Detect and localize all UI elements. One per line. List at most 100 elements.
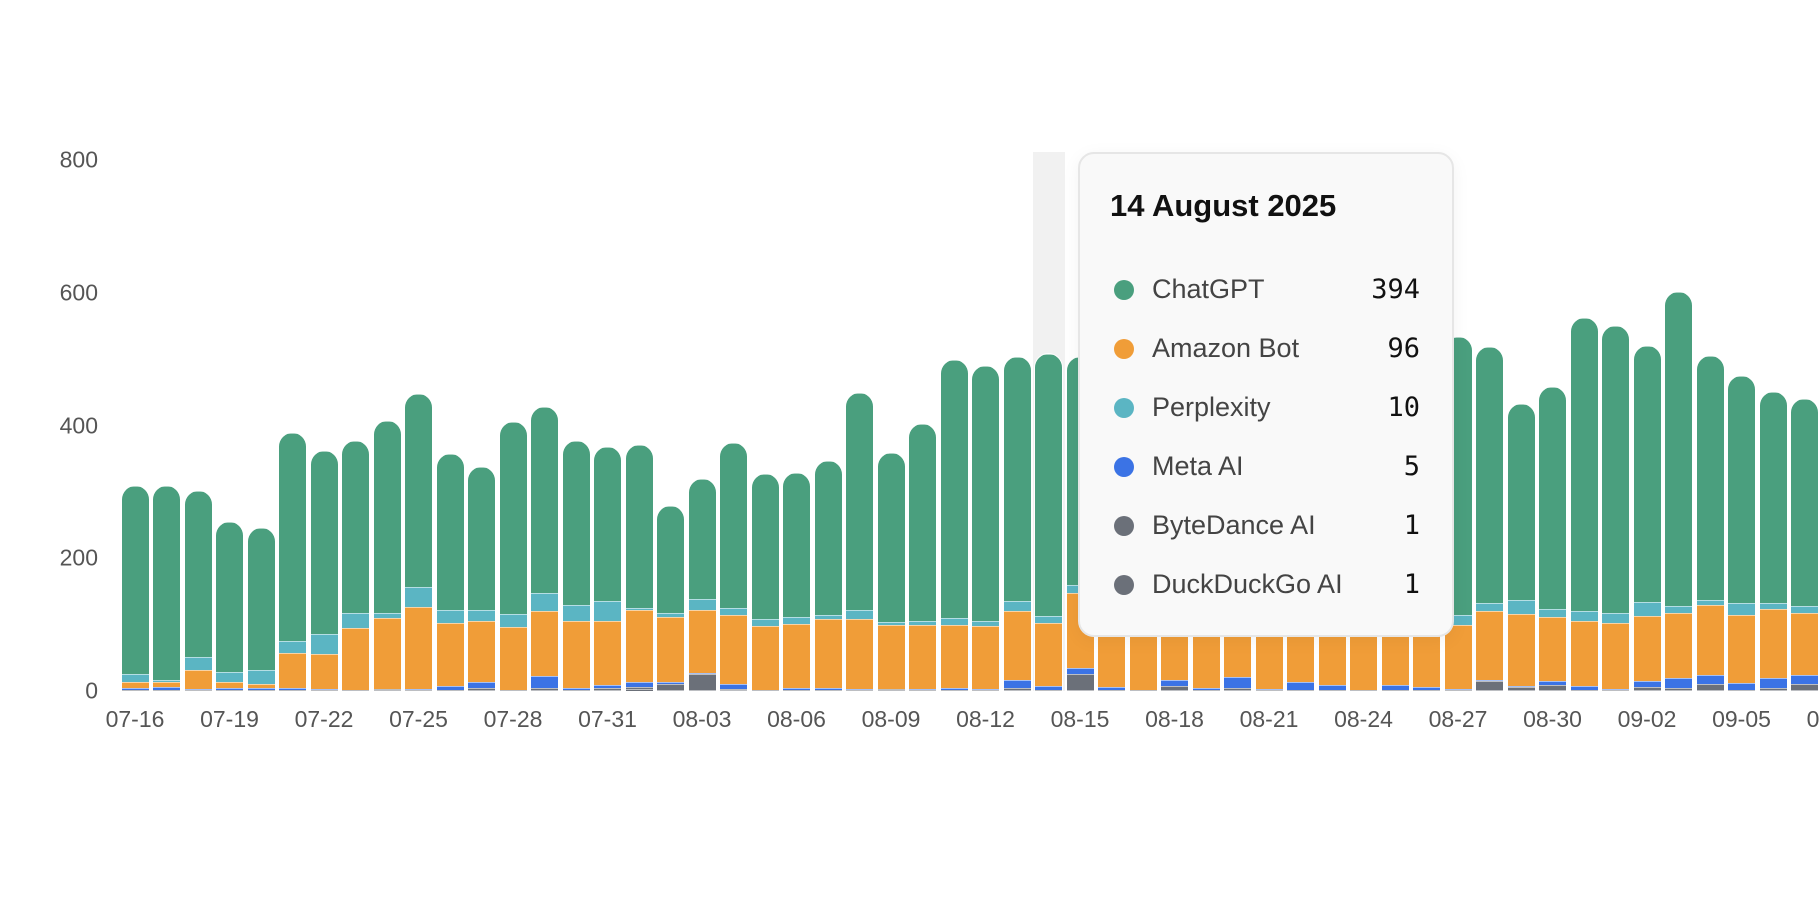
bar-segment-duckduckgo-ai	[1129, 689, 1157, 691]
bar-08-05[interactable]	[751, 473, 779, 691]
bar-09-02[interactable]	[1633, 345, 1661, 691]
bar-segment-perplexity	[720, 608, 747, 615]
bar-segment-chatgpt	[342, 440, 369, 614]
bar-segment-meta-ai	[1665, 677, 1692, 688]
bar-07-17[interactable]	[153, 485, 180, 691]
bar-08-09[interactable]	[877, 453, 905, 691]
bar-segment-perplexity	[814, 615, 842, 620]
bar-08-01[interactable]	[625, 444, 653, 691]
bar-segment-meta-ai	[1161, 680, 1188, 686]
bar-segment-duckduckgo-ai	[1098, 689, 1125, 691]
bar-segment-amazon-bot	[279, 652, 306, 689]
bar-08-06[interactable]	[783, 473, 810, 691]
legend-dot-icon	[1114, 339, 1134, 359]
bar-08-30[interactable]	[1539, 387, 1566, 691]
bar-07-30[interactable]	[562, 441, 590, 691]
bar-segment-duckduckgo-ai	[1696, 689, 1724, 691]
bar-segment-duckduckgo-ai	[720, 689, 747, 691]
bar-07-31[interactable]	[594, 446, 621, 691]
bar-segment-duckduckgo-ai	[877, 689, 905, 691]
bar-07-19[interactable]	[216, 522, 243, 691]
bar-08-31[interactable]	[1570, 317, 1598, 691]
bar-segment-chatgpt	[940, 360, 968, 618]
bar-segment-perplexity	[940, 617, 968, 626]
bar-segment-perplexity	[531, 592, 558, 611]
bar-segment-meta-ai	[688, 672, 716, 674]
bar-segment-perplexity	[625, 608, 653, 611]
bar-08-13[interactable]	[1003, 357, 1031, 691]
bar-segment-amazon-bot	[1791, 612, 1818, 676]
bar-07-26[interactable]	[436, 454, 464, 691]
x-tick-label: 08-15	[1050, 706, 1110, 732]
tooltip-series-label: Meta AI	[1152, 451, 1244, 481]
bar-segment-meta-ai	[909, 688, 936, 690]
bar-09-04[interactable]	[1696, 355, 1724, 691]
bar-segment-bytedance-ai	[1633, 687, 1661, 690]
bar-segment-duckduckgo-ai	[436, 689, 464, 691]
bar-segment-amazon-bot	[1003, 611, 1031, 681]
bar-segment-chatgpt	[1570, 317, 1598, 611]
bar-08-08[interactable]	[846, 392, 873, 691]
bar-07-23[interactable]	[342, 440, 369, 691]
bar-08-28[interactable]	[1476, 346, 1503, 691]
bar-segment-bytedance-ai	[562, 689, 590, 691]
bar-07-25[interactable]	[405, 394, 432, 691]
bar-segment-duckduckgo-ai	[1066, 689, 1094, 691]
bar-segment-perplexity	[436, 610, 464, 624]
bar-segment-meta-ai	[814, 688, 842, 690]
bar-07-24[interactable]	[373, 420, 401, 691]
bar-08-12[interactable]	[972, 366, 999, 691]
bar-segment-meta-ai	[1759, 677, 1787, 688]
bar-segment-amazon-bot	[1696, 604, 1724, 676]
bar-07-20[interactable]	[247, 527, 275, 691]
bar-07-29[interactable]	[531, 406, 558, 691]
bar-07-18[interactable]	[184, 490, 212, 691]
x-tick-label: 08-18	[1145, 706, 1204, 732]
bar-segment-duckduckgo-ai	[1161, 689, 1188, 691]
bar-07-27[interactable]	[468, 467, 495, 691]
bar-08-29[interactable]	[1507, 403, 1535, 691]
bar-09-03[interactable]	[1665, 292, 1692, 691]
bar-segment-meta-ai	[562, 687, 590, 690]
bar-segment-meta-ai	[216, 687, 243, 690]
bar-08-07[interactable]	[814, 461, 842, 691]
bar-segment-bytedance-ai	[1287, 689, 1314, 691]
bar-segment-meta-ai	[468, 681, 495, 688]
bar-segment-meta-ai	[1507, 685, 1535, 688]
bar-07-22[interactable]	[310, 451, 338, 691]
bar-09-01[interactable]	[1602, 325, 1629, 691]
bar-09-06[interactable]	[1759, 391, 1787, 691]
bar-07-21[interactable]	[279, 433, 306, 691]
bar-segment-amazon-bot	[594, 620, 621, 686]
bar-segment-duckduckgo-ai	[468, 689, 495, 691]
bar-segment-chatgpt	[877, 453, 905, 622]
bar-segment-perplexity	[405, 586, 432, 607]
bar-08-11[interactable]	[940, 360, 968, 691]
chart-tooltip: 14 August 2025 ChatGPT 394 Amazon Bot 96 Per…	[1078, 152, 1454, 637]
bar-segment-amazon-bot	[846, 618, 873, 689]
bar-08-03[interactable]	[688, 478, 716, 691]
bar-segment-amazon-bot	[814, 619, 842, 689]
bar-08-02[interactable]	[657, 505, 684, 691]
x-tick-label: 07-25	[389, 706, 448, 732]
bar-09-07[interactable]	[1791, 398, 1818, 691]
bar-07-16[interactable]	[121, 485, 149, 691]
bar-segment-duckduckgo-ai	[1759, 689, 1787, 691]
bar-segment-chatgpt	[562, 441, 590, 606]
bar-segment-duckduckgo-ai	[247, 689, 275, 691]
bar-segment-duckduckgo-ai	[531, 689, 558, 691]
bar-08-14[interactable]	[1035, 354, 1062, 691]
bar-segment-duckduckgo-ai	[279, 689, 306, 691]
bar-segment-perplexity	[877, 621, 905, 626]
x-tick-label: 08-06	[767, 706, 826, 732]
bar-segment-bytedance-ai	[184, 689, 212, 691]
bar-segment-duckduckgo-ai	[373, 689, 401, 691]
bar-07-28[interactable]	[499, 421, 527, 691]
bar-08-04[interactable]	[720, 442, 747, 691]
bar-09-05[interactable]	[1728, 375, 1755, 691]
bar-segment-amazon-bot	[1570, 621, 1598, 687]
tooltip-row: Amazon Bot 96	[1110, 329, 1420, 369]
bar-08-10[interactable]	[909, 424, 936, 691]
bar-segment-chatgpt	[1035, 354, 1062, 616]
bar-segment-meta-ai	[436, 685, 464, 690]
